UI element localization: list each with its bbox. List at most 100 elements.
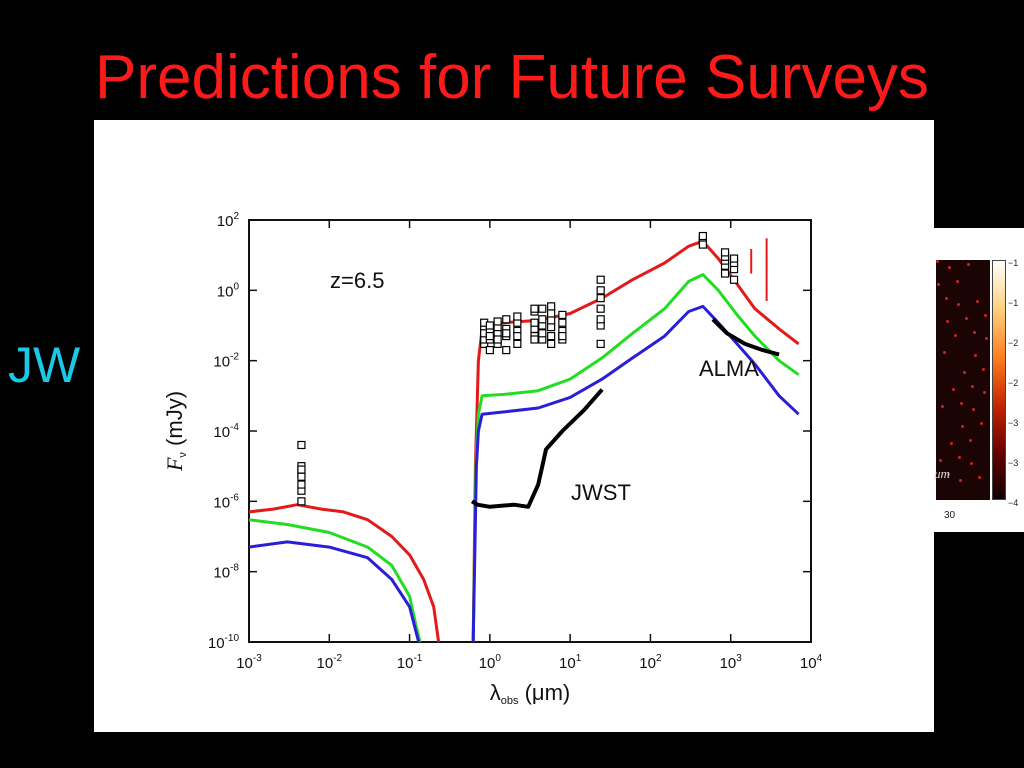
- x-tick-label: 10-3: [236, 653, 262, 672]
- sed-series-0-uv: [248, 503, 441, 643]
- map-source-dot: [960, 402, 963, 405]
- observation-point: [558, 310, 567, 320]
- sed-series-1-ir: [471, 273, 800, 643]
- map-source-dot: [961, 425, 964, 428]
- observation-point: [596, 286, 605, 295]
- observation-point: [502, 345, 511, 355]
- observation-point: [493, 317, 502, 326]
- observation-point: [596, 315, 605, 324]
- observation-point: [596, 275, 605, 284]
- map-source-dot: [948, 266, 951, 269]
- map-source-dot: [945, 297, 948, 300]
- map-source-dot: [957, 303, 960, 306]
- observation-point: [493, 335, 502, 344]
- observation-point: [729, 254, 739, 263]
- observation-point: [513, 331, 522, 341]
- colorbar-tick-label: −2: [1008, 338, 1019, 348]
- map-source-dot: [974, 354, 977, 357]
- observation-point: [720, 248, 730, 257]
- map-source-dot: [965, 317, 968, 320]
- observation-point: [485, 331, 494, 341]
- sed-chart: 10-3 10-2 10-1 100 101 102 103 104 10-10 10-8 10-6…: [162, 211, 823, 707]
- sensitivity-curve-alma: [711, 317, 780, 357]
- observation-point: [530, 318, 539, 327]
- observation-point: [502, 315, 511, 324]
- observation-point: [547, 309, 556, 318]
- x-tick-label: 101: [559, 653, 582, 672]
- map-source-dot: [939, 459, 942, 462]
- map-source-dot: [946, 320, 949, 323]
- x-tick-label: 103: [720, 653, 743, 672]
- map-source-dot: [984, 314, 987, 317]
- y-tick-label: 10-10: [208, 633, 240, 652]
- jwst-label: JWST: [571, 480, 631, 505]
- observation-point: [596, 339, 605, 348]
- map-source-dot: [950, 442, 953, 445]
- y-axis-label: Fν (mJy): [162, 391, 189, 472]
- y-tick-label: 10-2: [213, 352, 239, 371]
- x-tick-label: 102: [639, 653, 662, 672]
- colorbar-tick-label: −4: [1008, 498, 1019, 508]
- map-axis-tick: 30: [944, 510, 956, 521]
- observation-point: [547, 302, 556, 311]
- map-source-dot: [936, 260, 939, 263]
- map-source-dot: [983, 391, 986, 394]
- observation-point: [547, 339, 556, 348]
- map-source-dot: [982, 368, 985, 371]
- alma-label: ALMA: [699, 356, 759, 381]
- map-source-dot: [985, 337, 988, 340]
- colorbar-tick-label: −2: [1008, 378, 1019, 388]
- map-source-dot: [971, 385, 974, 388]
- observation-point: [720, 269, 730, 278]
- y-tick-label: 10-8: [213, 563, 239, 582]
- sensitivity-curve-jwst: [470, 388, 604, 509]
- x-tick-label: 104: [800, 653, 823, 672]
- y-tick-label: 10-6: [213, 492, 239, 511]
- map-source-dot: [976, 300, 979, 303]
- sed-series-1-uv: [248, 518, 422, 643]
- observation-point: [297, 440, 306, 450]
- colorbar-tick-label: −3: [1008, 458, 1019, 468]
- observation-point: [513, 312, 522, 321]
- observation-point: [547, 323, 556, 332]
- map-source-dot: [969, 439, 972, 442]
- map-source-dot: [970, 462, 973, 465]
- map-source-dot: [937, 283, 940, 286]
- map-source-dot: [963, 371, 966, 374]
- y-tick-label: 100: [217, 281, 240, 300]
- observation-point: [297, 497, 306, 506]
- x-tick-label: 10-1: [397, 653, 423, 672]
- observation-point: [596, 304, 605, 313]
- observation-point: [297, 480, 306, 489]
- x-axis-label: λobs (μm): [490, 680, 571, 707]
- observation-point: [485, 345, 494, 355]
- map-source-dot: [943, 351, 946, 354]
- observation-point: [530, 335, 539, 344]
- map-source-dot: [967, 263, 970, 266]
- map-source-dot: [956, 280, 959, 283]
- observation-point: [729, 275, 739, 284]
- map-source-dot: [952, 388, 955, 391]
- map-source-dot: [972, 408, 975, 411]
- redshift-annotation: z=6.5: [330, 268, 384, 293]
- map-unit-label: μm: [934, 466, 950, 481]
- observation-point: [513, 339, 522, 348]
- colorbar-tick-label: −3: [1008, 418, 1019, 428]
- observation-point: [297, 472, 306, 481]
- slide-title: Predictions for Future Surveys: [95, 43, 929, 112]
- x-tick-label: 100: [479, 653, 502, 672]
- sed-series-2-uv: [248, 540, 421, 643]
- sky-map: [936, 260, 990, 500]
- observation-point: [558, 331, 567, 341]
- map-source-dot: [973, 331, 976, 334]
- map-source-dot: [947, 473, 950, 476]
- observation-point: [698, 240, 707, 249]
- observation-point: [538, 304, 547, 313]
- x-tick-label: 10-2: [316, 653, 342, 672]
- colorbar-tick-label: −1: [1008, 258, 1019, 268]
- sed-series-0-ir: [471, 239, 800, 643]
- observation-point: [596, 294, 605, 303]
- observation-point: [538, 315, 547, 324]
- map-source-dot: [959, 479, 962, 482]
- sed-chart-panel: 10-3 10-2 10-1 100 101 102 103 104 10-10 10-8 10-6…: [94, 120, 934, 732]
